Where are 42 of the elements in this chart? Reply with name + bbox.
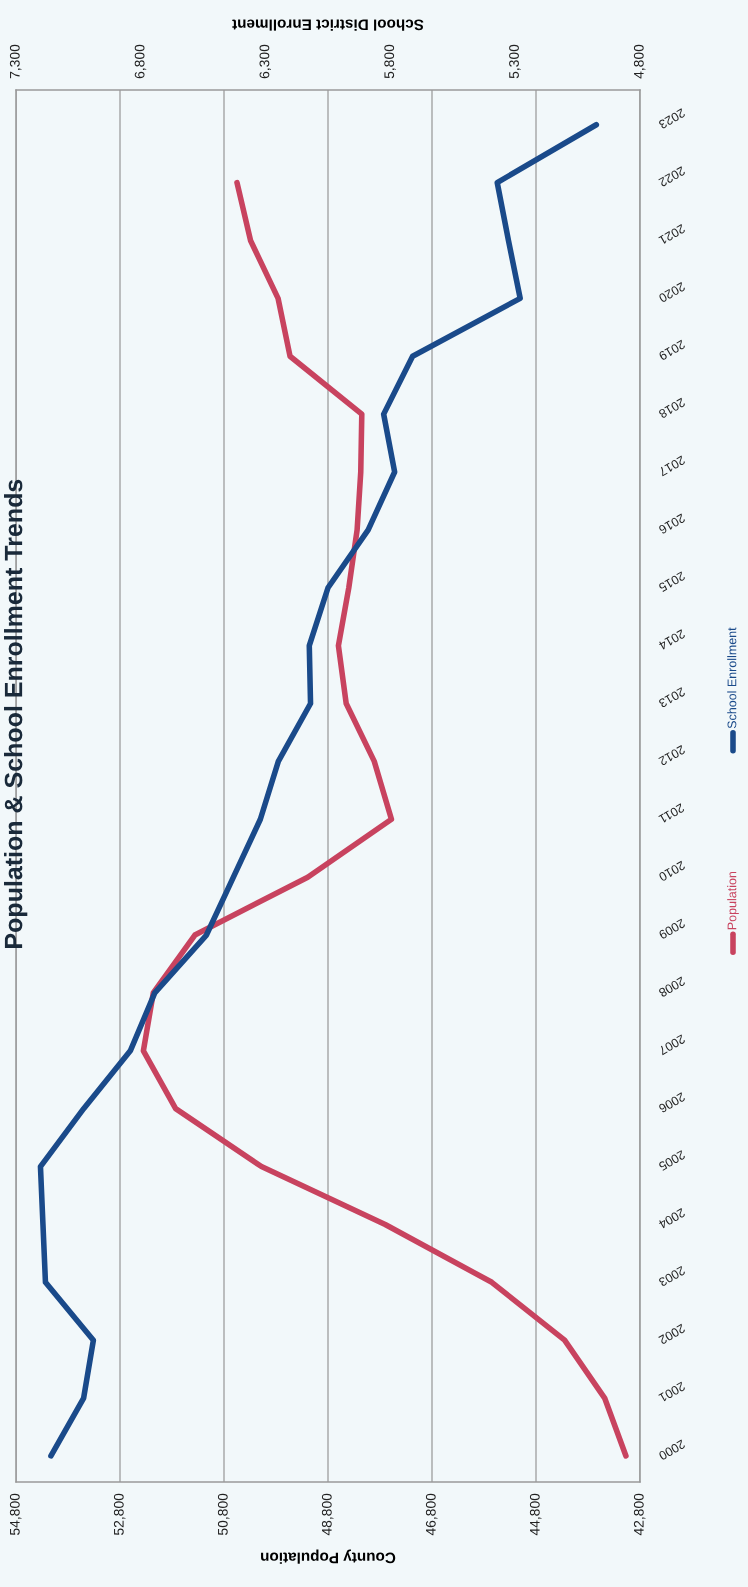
y-tick-label: 2003 [658,1265,686,1287]
y-tick-label: 2005 [658,1150,686,1172]
y-tick-label: 2015 [658,571,686,593]
x-tick-label: 48,800 [321,1493,334,1536]
y-tick-label: 2001 [658,1381,686,1403]
x2-tick-label: 7,300 [9,44,22,79]
y-tick-label: 2007 [658,1034,686,1056]
x2-tick-label: 6,800 [134,44,147,79]
y-tick-label: 2004 [658,1207,686,1230]
y-tick-label: 2018 [658,397,686,419]
x-axis-title: County Population [261,1549,396,1564]
text: Population & School Enrollment Trends [4,479,28,948]
x-tick-label: 52,800 [113,1493,126,1536]
x2-axis-title: School District Enrollment [232,19,424,31]
y-tick-label: 2009 [658,918,686,940]
y-tick-label: 2008 [658,976,686,998]
y-tick-label: 2012 [658,744,686,766]
y-tick-label: 2014 [658,629,686,651]
y-tick-label: 2016 [658,513,686,535]
y-tick-label: 2019 [658,339,686,361]
x-tick-label: 44,800 [529,1493,542,1536]
x-tick-label: 54,800 [9,1493,22,1536]
x-tick-label: 42,800 [633,1493,646,1536]
x2-tick-label: 5,800 [384,44,396,79]
y-tick-label: 2013 [658,687,686,709]
y-tick-label: 2002 [658,1323,686,1345]
x2-tick-label: 5,300 [509,44,521,79]
y-tick-label: 2020 [658,281,686,303]
y-tick-label: 2022 [658,166,686,188]
text: Population [727,871,739,930]
y-tick-label: 2011 [658,803,685,824]
x-tick-label: 46,800 [425,1493,438,1536]
y-tick-label: 2017 [658,455,686,477]
y-tick-label: 2000 [658,1439,686,1461]
x2-tick-label: 6,300 [259,44,271,79]
x-tick-label: 50,800 [217,1493,230,1536]
y-tick-label: 2023 [658,108,686,130]
text: School Enrollment [727,627,737,729]
x2-tick-label: 4,800 [633,44,646,79]
y-tick-label: 2010 [658,860,686,882]
y-tick-label: 2006 [658,1092,686,1114]
y-tick-label: 2021 [658,223,686,245]
